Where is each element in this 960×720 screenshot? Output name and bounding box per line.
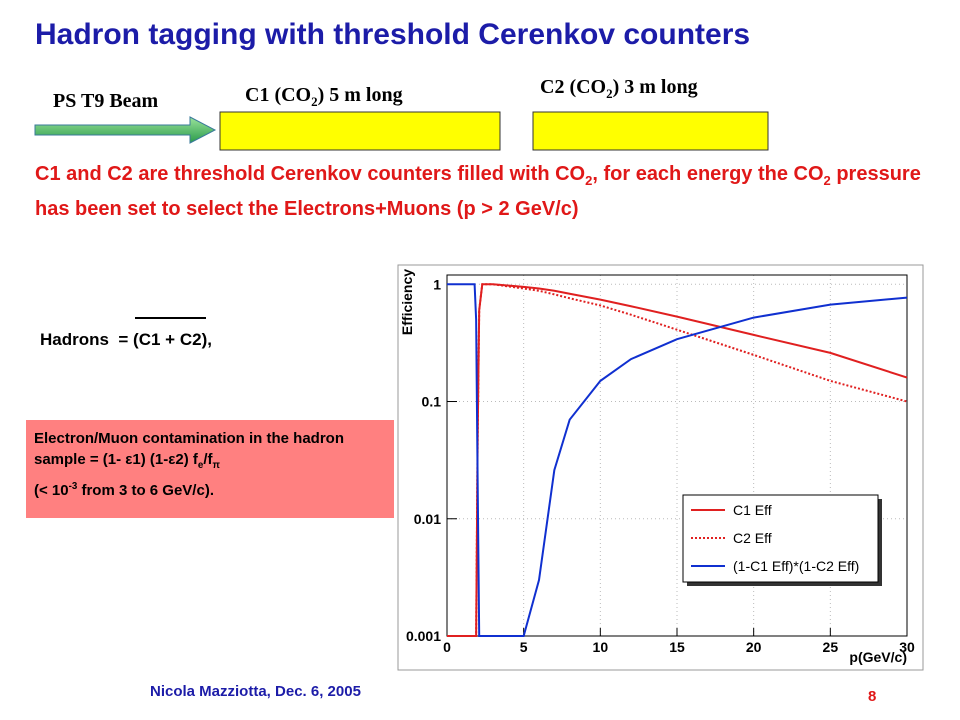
- slide-title: Hadron tagging with threshold Cerenkov c…: [35, 18, 751, 51]
- text: e: [197, 460, 204, 471]
- counter-c2: [532, 111, 769, 151]
- footer-author: Nicola Mazziotta, Dec. 6, 2005: [150, 683, 361, 700]
- text: , for each energy the CO: [592, 163, 824, 185]
- x-tick-label: 20: [746, 639, 762, 655]
- text: ε: [125, 451, 133, 468]
- text: (< 10: [34, 482, 69, 499]
- plot-area: [446, 274, 908, 637]
- text: C1 and C2 are threshold Cerenkov counter…: [35, 163, 586, 185]
- text: 2: [585, 173, 593, 188]
- y-tick-label: 1: [433, 276, 441, 292]
- x-tick-label: 15: [669, 639, 685, 655]
- text: pressure has been set to select the Elec…: [35, 163, 921, 220]
- text: -3: [68, 481, 78, 492]
- beam-arrow: [34, 116, 217, 144]
- text: /f: [203, 451, 213, 468]
- contamination-box: Electron/Muon contamination in the hadro…: [26, 420, 394, 518]
- text: C1 + C2: [134, 317, 206, 349]
- y-axis-label: Efficiency: [399, 269, 415, 335]
- text: from 3 to 6 GeV/c).: [77, 482, 214, 499]
- legend-label: C1 Eff: [733, 502, 772, 518]
- text: C2 (CO: [540, 76, 607, 98]
- legend-label: C2 Eff: [733, 530, 772, 546]
- text: ),: [201, 330, 212, 349]
- beam-label: PS T9 Beam: [53, 90, 159, 112]
- y-tick-label: 0.01: [414, 511, 441, 527]
- text: 2: [606, 86, 613, 101]
- text: π: [212, 460, 220, 471]
- series-line: [447, 283, 908, 637]
- c1-label: C1 (CO2) 5 m long: [245, 84, 403, 110]
- text: C1 + C2: [138, 330, 202, 349]
- series-line: [447, 283, 908, 637]
- text: ) 5 m long: [317, 84, 403, 106]
- x-tick-label: 10: [593, 639, 609, 655]
- text: 2) f: [175, 451, 198, 468]
- beam-diagram: [34, 111, 769, 151]
- x-tick-label: 5: [520, 639, 528, 655]
- x-tick-label: 0: [443, 639, 451, 655]
- text: 2: [823, 173, 831, 188]
- overline: [134, 317, 206, 319]
- text: Hadrons = (: [40, 330, 139, 349]
- x-tick-label: 30: [899, 639, 915, 655]
- y-tick-label: 0.1: [422, 394, 442, 410]
- text: Electron/Muon contamination in the hadro…: [34, 430, 344, 468]
- c2-label: C2 (CO2) 3 m long: [540, 76, 698, 102]
- y-tick-label: 0.001: [406, 628, 441, 644]
- text: C1 (CO: [245, 84, 312, 106]
- chart-frame: [397, 264, 924, 671]
- legend-label: (1-C1 Eff)*(1-C2 Eff): [733, 558, 859, 574]
- counter-c1: [219, 111, 501, 151]
- formula: Hadrons = (C1 + C2),: [40, 317, 212, 350]
- text: 1) (1-: [132, 451, 169, 468]
- x-axis-label: p(GeV/c): [849, 649, 907, 665]
- text: 2: [311, 94, 318, 109]
- x-tick-label: 25: [823, 639, 839, 655]
- text: ε: [168, 451, 176, 468]
- page-number: 8: [868, 688, 877, 705]
- text: ) 3 m long: [612, 76, 698, 98]
- description: C1 and C2 are threshold Cerenkov counter…: [35, 160, 925, 224]
